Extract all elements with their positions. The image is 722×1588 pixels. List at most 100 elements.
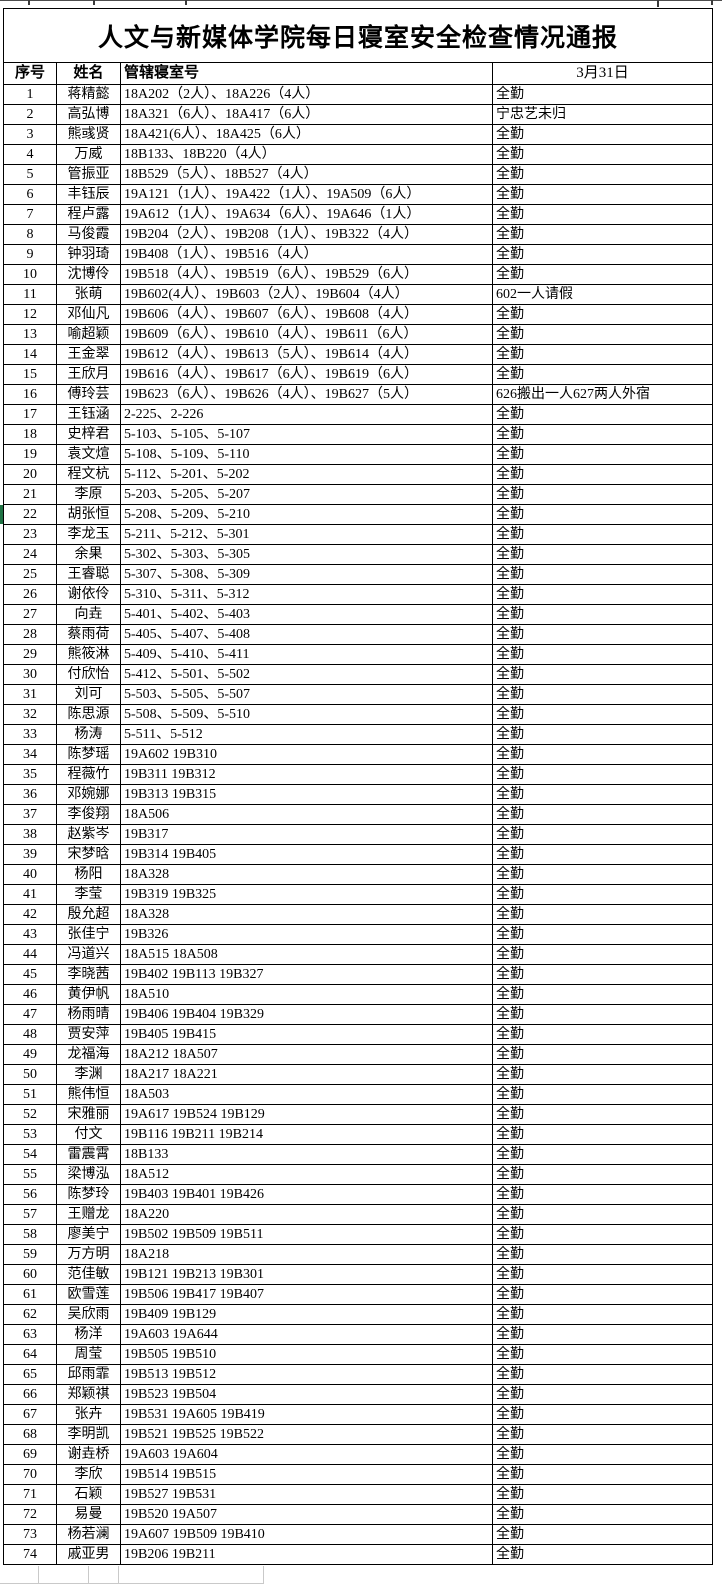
rooms-cell[interactable]: 18A220 [120,1204,493,1225]
index-cell[interactable]: 36 [3,784,57,805]
status-cell[interactable]: 全勤 [491,224,714,245]
index-cell[interactable]: 18 [3,424,57,445]
rooms-cell[interactable]: 19A617 19B524 19B129 [120,1104,493,1125]
header-date[interactable]: 3月31日 [491,62,714,85]
name-cell[interactable]: 李欣 [56,1464,121,1485]
index-cell[interactable]: 5 [3,164,57,185]
status-cell[interactable]: 全勤 [491,204,714,225]
name-cell[interactable]: 宋雅丽 [56,1104,121,1125]
name-cell[interactable]: 邓仙凡 [56,304,121,325]
index-cell[interactable]: 42 [3,904,57,925]
name-cell[interactable]: 管振亚 [56,164,121,185]
rooms-cell[interactable]: 5-503、5-505、5-507 [120,684,493,705]
rooms-cell[interactable]: 18A328 [120,864,493,885]
name-cell[interactable]: 龙福海 [56,1044,121,1065]
index-cell[interactable]: 7 [3,204,57,225]
index-cell[interactable]: 14 [3,344,57,365]
index-cell[interactable]: 21 [3,484,57,505]
name-cell[interactable]: 杨雨晴 [56,1004,121,1025]
status-cell[interactable]: 全勤 [491,344,714,365]
name-cell[interactable]: 张萌 [56,284,121,305]
index-cell[interactable]: 64 [3,1344,57,1365]
rooms-cell[interactable]: 19B313 19B315 [120,784,493,805]
index-cell[interactable]: 69 [3,1444,57,1465]
name-cell[interactable]: 李俊翔 [56,804,121,825]
status-cell[interactable]: 全勤 [491,424,714,445]
index-cell[interactable]: 28 [3,624,57,645]
status-cell[interactable]: 宁忠艺未归 [491,104,714,125]
name-cell[interactable]: 黄伊帆 [56,984,121,1005]
status-cell[interactable]: 全勤 [491,1424,714,1445]
name-cell[interactable]: 李明凯 [56,1424,121,1445]
rooms-cell[interactable]: 19B527 19B531 [120,1484,493,1505]
status-cell[interactable]: 626搬出一人627两人外宿 [491,384,714,405]
name-cell[interactable]: 沈博伶 [56,264,121,285]
index-cell[interactable]: 4 [3,144,57,165]
status-cell[interactable]: 全勤 [491,1444,714,1465]
rooms-cell[interactable]: 19B602(4人）、19B603（2人）、19B604（4人） [120,284,493,305]
rooms-cell[interactable]: 19B409 19B129 [120,1304,493,1325]
rooms-cell[interactable]: 5-211、5-212、5-301 [120,524,493,545]
name-cell[interactable]: 向垚 [56,604,121,625]
status-cell[interactable]: 全勤 [491,124,714,145]
name-cell[interactable]: 邱雨霏 [56,1364,121,1385]
name-cell[interactable]: 袁文煊 [56,444,121,465]
name-cell[interactable]: 杨涛 [56,724,121,745]
status-cell[interactable]: 全勤 [491,1464,714,1485]
rooms-cell[interactable]: 5-208、5-209、5-210 [120,504,493,525]
index-cell[interactable]: 9 [3,244,57,265]
rooms-cell[interactable]: 5-508、5-509、5-510 [120,704,493,725]
status-cell[interactable]: 全勤 [491,864,714,885]
status-cell[interactable]: 全勤 [491,1524,714,1545]
name-cell[interactable]: 范佳敏 [56,1264,121,1285]
name-cell[interactable]: 程卢露 [56,204,121,225]
name-cell[interactable]: 李晓茜 [56,964,121,985]
status-cell[interactable]: 全勤 [491,1204,714,1225]
name-cell[interactable]: 熊伟恒 [56,1084,121,1105]
name-cell[interactable]: 喻超颖 [56,324,121,345]
rooms-cell[interactable]: 5-112、5-201、5-202 [120,464,493,485]
status-cell[interactable]: 全勤 [491,1404,714,1425]
rooms-cell[interactable]: 19B314 19B405 [120,844,493,865]
index-cell[interactable]: 12 [3,304,57,325]
rooms-cell[interactable]: 19B523 19B504 [120,1384,493,1405]
page-title[interactable]: 人文与新媒体学院每日寝室安全检查情况通报 [2,8,714,63]
name-cell[interactable]: 傅玲芸 [56,384,121,405]
status-cell[interactable]: 全勤 [491,1224,714,1245]
rooms-cell[interactable]: 5-401、5-402、5-403 [120,604,493,625]
index-cell[interactable]: 39 [3,844,57,865]
name-cell[interactable]: 雷震霄 [56,1144,121,1165]
name-cell[interactable]: 陈梦玲 [56,1184,121,1205]
index-cell[interactable]: 52 [3,1104,57,1125]
index-cell[interactable]: 20 [3,464,57,485]
rooms-cell[interactable]: 18A503 [120,1084,493,1105]
header-rooms[interactable]: 管辖寝室号 [120,62,493,85]
status-cell[interactable]: 全勤 [491,1164,714,1185]
rooms-cell[interactable]: 19B521 19B525 19B522 [120,1424,493,1445]
index-cell[interactable]: 11 [3,284,57,305]
index-cell[interactable]: 68 [3,1424,57,1445]
rooms-cell[interactable]: 18B529（5人）、18B527（4人） [120,164,493,185]
status-cell[interactable]: 全勤 [491,464,714,485]
index-cell[interactable]: 32 [3,704,57,725]
name-cell[interactable]: 高弘博 [56,104,121,125]
index-cell[interactable]: 8 [3,224,57,245]
rooms-cell[interactable]: 19B612（4人）、19B613（5人）、19B614（4人） [120,344,493,365]
name-cell[interactable]: 张卉 [56,1404,121,1425]
status-cell[interactable]: 全勤 [491,1144,714,1165]
rooms-cell[interactable]: 5-412、5-501、5-502 [120,664,493,685]
rooms-cell[interactable]: 18A506 [120,804,493,825]
rooms-cell[interactable]: 19A602 19B310 [120,744,493,765]
status-cell[interactable]: 全勤 [491,1264,714,1285]
rooms-cell[interactable]: 19B402 19B113 19B327 [120,964,493,985]
name-cell[interactable]: 熊筱淋 [56,644,121,665]
rooms-cell[interactable]: 19B311 19B312 [120,764,493,785]
rooms-cell[interactable]: 18B133 [120,1144,493,1165]
index-cell[interactable]: 13 [3,324,57,345]
name-cell[interactable]: 王欣月 [56,364,121,385]
name-cell[interactable]: 付文 [56,1124,121,1145]
name-cell[interactable]: 周莹 [56,1344,121,1365]
index-cell[interactable]: 23 [3,524,57,545]
rooms-cell[interactable]: 19B518（4人）、19B519（6人）、19B529（6人） [120,264,493,285]
name-cell[interactable]: 王赠龙 [56,1204,121,1225]
